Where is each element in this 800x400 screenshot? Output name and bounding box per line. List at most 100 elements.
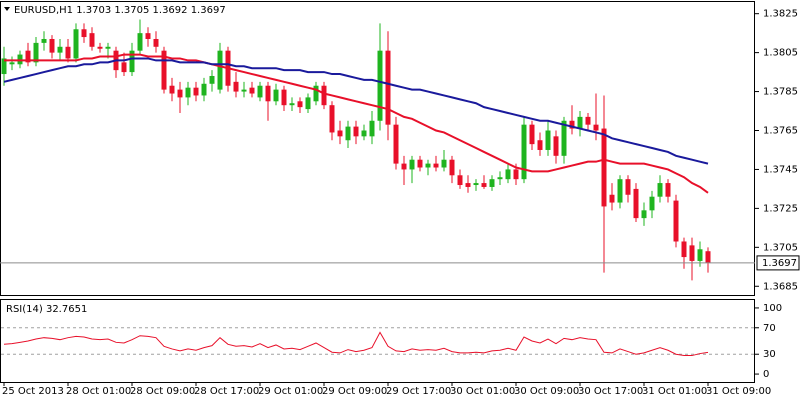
moving-average [3,57,709,165]
candle-body [633,188,639,219]
candle-body [689,245,695,261]
candle-body [121,62,127,73]
y-tick-label: 1.3685 [763,281,798,292]
candle-body [329,105,335,133]
candle-body [265,85,271,102]
candle-body [625,179,631,195]
candle-body [529,124,535,145]
candle-body [201,83,207,96]
candle-body [489,179,495,187]
candle-body [577,116,583,129]
candle-body [425,163,431,168]
candle-body [89,33,95,47]
main-pane [0,1,755,296]
candle-body [49,38,55,53]
candle-body [361,130,367,137]
candle-body [209,75,215,84]
x-tick-label: 28 Oct 17:00 [194,386,259,397]
candle-body [385,50,391,125]
x-tick-label: 28 Oct 01:00 [66,386,131,397]
candle-body [553,136,559,156]
candle-body [609,194,615,203]
candle-body [337,130,343,137]
x-tick-label: 29 Oct 01:00 [258,386,323,397]
candle-body [521,124,527,180]
candle-body [505,169,511,180]
candle-body [377,50,383,121]
candle-body [57,46,63,53]
candle-body [105,46,111,49]
x-tick-label: 31 Oct 09:00 [706,386,771,397]
candle-body [569,120,575,129]
candle-body [481,183,487,187]
candle-body [657,183,663,197]
y-tick-label: 1.3725 [763,203,798,214]
candle-body [9,62,15,65]
x-tick-label: 29 Oct 09:00 [322,386,387,397]
candle-body [153,38,159,47]
chart-title: EURUSD,H1 1.3703 1.3705 1.3692 1.3697 [14,5,226,16]
candle-body [353,126,359,137]
x-tick-label: 31 Oct 01:00 [642,386,707,397]
candle-body [193,87,199,96]
candle-body [665,183,671,197]
candle-body [593,124,599,131]
y-tick-label: 1.3765 [763,126,798,137]
candle-body [441,159,447,168]
candle-body [81,29,87,38]
x-tick-label: 29 Oct 17:00 [386,386,451,397]
y-tick-label: 1.3785 [763,87,798,98]
candle-body [73,29,79,59]
candle-body [465,183,471,187]
rsi-title: RSI(14) 32.7651 [6,304,87,315]
y-tick-label: 1.3805 [763,48,798,59]
candle-body [1,58,7,75]
candle-body [401,163,407,170]
candle-body [601,128,607,207]
candle-body [617,179,623,203]
y-tick-label: 1.3705 [763,242,798,253]
candle-body [705,251,711,263]
candle-body [273,89,279,102]
candle-body [433,163,439,168]
candle-body [257,85,263,98]
candle-body [161,50,167,90]
candle-body [25,50,31,63]
candle-body [449,159,455,176]
candle-body [345,126,351,141]
candle-body [169,85,175,94]
candle-body [313,85,319,102]
candle-body [129,50,135,73]
x-tick-label: 28 Oct 09:00 [130,386,195,397]
candle-body [217,50,223,90]
candle-body [673,200,679,242]
candle-body [177,89,183,98]
menu-icon [4,7,10,11]
candle-body [33,42,39,63]
last-price-label: 1.3697 [762,258,797,269]
x-tick-label: 30 Oct 09:00 [514,386,579,397]
candle-body [497,177,503,180]
y-tick-label: 1.3825 [763,9,798,20]
candle-body [697,249,703,261]
candle-body [281,89,287,106]
candle-body [545,130,551,150]
candle-body [97,46,103,49]
x-tick-label: 25 Oct 2013 [2,386,64,397]
candle-body [249,87,255,94]
y-tick-label: 0 [763,369,769,380]
candle-body [297,101,303,108]
candle-body [137,33,143,51]
candle-body [561,120,567,156]
candle-body [321,85,327,106]
candle-body [369,120,375,137]
candle-body [641,210,647,219]
candle-body [393,124,399,164]
candle-body [585,116,591,125]
y-tick-label: 100 [763,303,782,314]
candle-body [233,81,239,92]
candle-body [65,46,71,59]
candle-body [473,183,479,186]
rsi-pane [0,299,755,383]
candle-body [41,38,47,43]
